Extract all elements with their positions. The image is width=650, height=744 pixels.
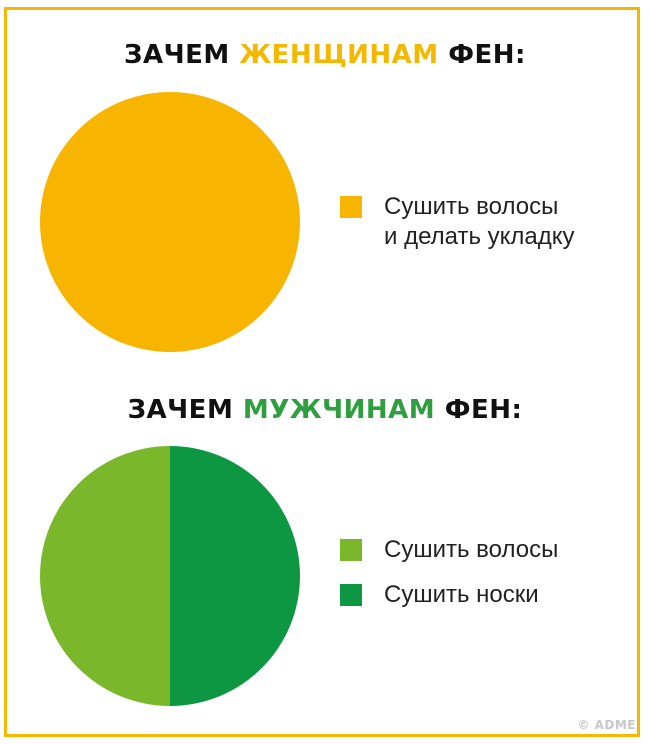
legend-swatch [340,584,362,606]
title-highlight-men: МУЖЧИНАМ [242,395,436,425]
watermark: © ADME [577,718,636,732]
legend-label: Сушить волосы [384,536,559,563]
legend-label: Сушить носки [384,581,539,608]
title-suffix: ФЕН: [435,395,523,425]
legend-item-men-0: Сушить волосы [340,535,558,565]
chart-title-women: ЗАЧЕМ ЖЕНЩИНАМ ФЕН: [0,40,650,70]
chart-title-men: ЗАЧЕМ МУЖЧИНАМ ФЕН: [0,395,650,425]
pie-chart-men [40,446,300,706]
title-prefix: ЗАЧЕМ [127,395,243,425]
legend-item-men-1: Сушить носки [340,580,539,610]
title-suffix: ФЕН: [438,40,526,70]
legend-label: Сушить волосы и делать укладку [384,193,575,250]
title-highlight-women: ЖЕНЩИНАМ [239,40,439,70]
legend-swatch [340,196,362,218]
pie-slice [170,446,300,706]
title-prefix: ЗАЧЕМ [124,40,240,70]
chart-frame [4,7,640,737]
pie-slice [40,92,300,352]
pie-chart-women [40,92,300,352]
legend-swatch [340,539,362,561]
legend-item-women-0: Сушить волосы и делать укладку [340,192,575,252]
pie-slice [40,446,170,706]
